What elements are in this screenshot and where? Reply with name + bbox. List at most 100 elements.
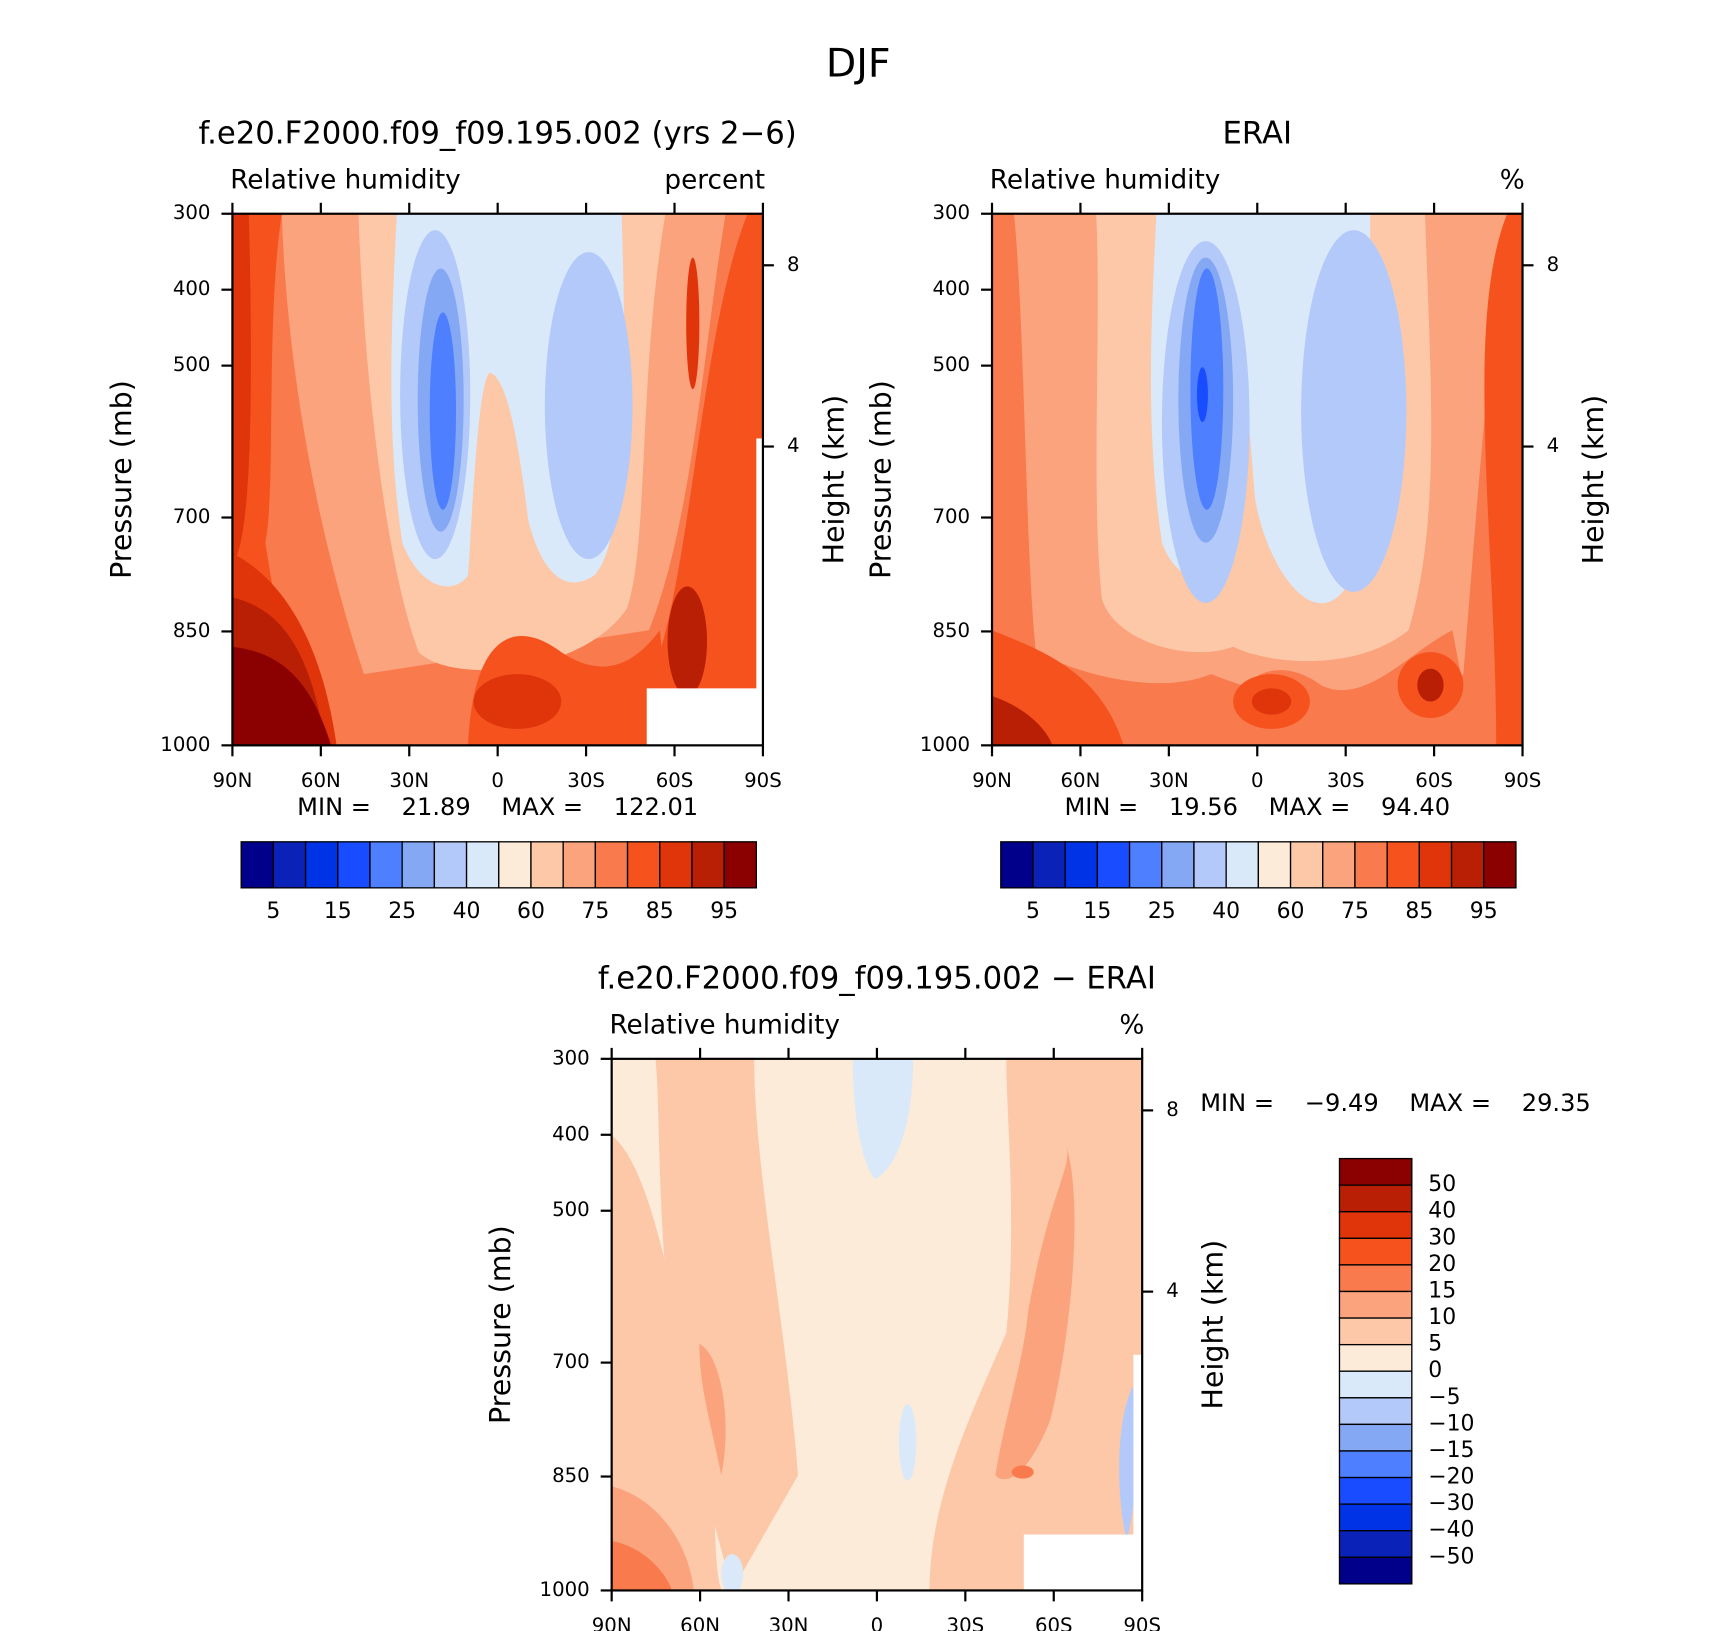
right-title: percent — [664, 165, 765, 195]
colorbar-label: −10 — [1428, 1411, 1474, 1436]
stat-text: 19.56 — [1169, 793, 1238, 821]
colorbar-box — [1257, 841, 1292, 889]
colorbar-box — [1338, 1556, 1413, 1585]
stat-text: MIN = — [1064, 793, 1138, 821]
contour-fill — [611, 1541, 672, 1591]
colorbar-label: 30 — [1428, 1225, 1456, 1250]
stat-text: 94.40 — [1381, 793, 1450, 821]
colorbar-box — [1338, 1290, 1413, 1319]
stat-text: 29.35 — [1522, 1089, 1591, 1117]
y2-tick-label: 4 — [787, 434, 800, 457]
right-title: % — [1119, 1010, 1144, 1040]
colorbar-box — [240, 841, 275, 889]
min-max: MIN = 19.56 MAX = 94.40 — [1064, 793, 1450, 821]
colorbar-label: 25 — [388, 899, 416, 924]
y-tick-label: 300 — [552, 1046, 590, 1069]
colorbar-box — [530, 841, 564, 889]
colorbar-label: 95 — [1470, 899, 1498, 924]
colorbar-label: 60 — [517, 899, 545, 924]
y-tick-label: 500 — [932, 353, 970, 376]
colorbar-box — [1338, 1317, 1413, 1346]
contour-fill — [544, 252, 633, 560]
min-max: MIN = −9.49 MAX = 29.35 — [1200, 1089, 1590, 1117]
colorbar-box — [337, 841, 371, 889]
y-tick-label: 400 — [552, 1122, 590, 1145]
x-tick-label: 60N — [301, 769, 341, 792]
contour-fill — [1417, 668, 1444, 702]
x-tick-label: 90N — [212, 769, 252, 792]
contour-fill — [429, 312, 457, 510]
panel-title: ERAI — [1223, 116, 1293, 151]
contour-fill — [995, 1146, 1075, 1480]
colorbar-box — [1128, 841, 1163, 889]
contour-field — [611, 1058, 1143, 1591]
y-tick-label: 1000 — [160, 733, 210, 756]
colorbar-box — [1322, 841, 1356, 889]
stat-text: MIN = — [297, 793, 371, 821]
colorbar-label: −30 — [1428, 1491, 1474, 1516]
colorbar-box — [1338, 1237, 1413, 1266]
stat-text: −9.49 — [1305, 1089, 1379, 1117]
colorbar-label: −50 — [1428, 1544, 1474, 1569]
contour-field — [992, 213, 1523, 746]
contour-fill — [232, 213, 251, 565]
colorbar-label: 40 — [453, 899, 481, 924]
stat-text: MAX = — [1409, 1089, 1491, 1117]
colorbar-box — [1338, 1211, 1413, 1239]
colorbar-label: 5 — [1026, 899, 1040, 924]
colorbar-label: 85 — [646, 899, 674, 924]
y2-axis-label: Height (km) — [1197, 1240, 1230, 1410]
x-tick-label: 60S — [1035, 1614, 1073, 1631]
colorbar-box — [691, 841, 725, 889]
y2-tick-label: 8 — [1547, 253, 1560, 276]
colorbar-box — [1338, 1476, 1413, 1505]
colorbar-label: 25 — [1148, 899, 1176, 924]
figure-title: DJF — [826, 40, 891, 86]
missing-area — [756, 438, 763, 691]
x-tick-label: 30N — [769, 1614, 809, 1631]
y-tick-label: 400 — [173, 277, 211, 300]
right-title: % — [1500, 165, 1525, 195]
y-axis-label: Pressure (mb) — [105, 380, 138, 579]
stat-text: MIN = — [1200, 1089, 1274, 1117]
y2-tick-label: 4 — [1166, 1279, 1179, 1302]
contour-fill — [1484, 213, 1523, 746]
y-tick-label: 850 — [932, 619, 970, 642]
y-tick-label: 700 — [552, 1350, 590, 1373]
colorbar-box — [1338, 1503, 1413, 1532]
colorbar-box — [1338, 1397, 1413, 1426]
colorbar-box — [594, 841, 629, 889]
colorbar-box — [723, 841, 758, 889]
contour-fill — [852, 1058, 914, 1180]
x-tick-label: 90S — [1504, 769, 1542, 792]
colorbar-box — [1354, 841, 1388, 889]
colorbar-label: 40 — [1212, 899, 1240, 924]
x-tick-label: 60S — [1415, 769, 1453, 792]
contour-fill — [667, 586, 708, 697]
colorbar-box — [1032, 841, 1066, 889]
panel-title: f.e20.F2000.f09_f09.195.002 − ERAI — [598, 961, 1156, 996]
colorbar-label: 15 — [1083, 899, 1111, 924]
colorbar-box — [1338, 1370, 1413, 1399]
colorbar-label: 50 — [1428, 1172, 1456, 1197]
colorbar-box — [498, 841, 532, 889]
missing-area — [1133, 1354, 1143, 1536]
y-tick-label: 850 — [552, 1464, 590, 1487]
colorbar-box — [369, 841, 403, 889]
colorbar-box — [1225, 841, 1260, 889]
contour-fill — [721, 1554, 744, 1591]
x-tick-label: 0 — [871, 1614, 884, 1631]
contour-field — [232, 213, 763, 746]
contour-fill — [992, 696, 1053, 746]
colorbar-box — [1096, 841, 1131, 889]
x-tick-label: 30N — [1149, 769, 1189, 792]
y-tick-label: 500 — [173, 353, 211, 376]
y-tick-label: 500 — [552, 1198, 590, 1221]
colorbar-label: 5 — [266, 899, 280, 924]
colorbar-box — [1064, 841, 1099, 889]
colorbar-label: 75 — [581, 899, 609, 924]
y-tick-label: 300 — [173, 201, 211, 224]
colorbar-box — [1338, 1184, 1413, 1213]
x-tick-label: 30S — [1327, 769, 1365, 792]
x-tick-label: 90S — [1123, 1614, 1161, 1631]
